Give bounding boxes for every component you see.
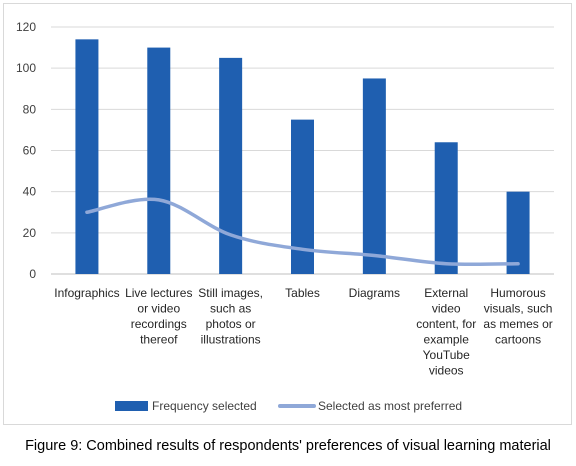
x-category-label: Tables xyxy=(285,286,320,300)
x-category-label: Live lectures or video recordings thereof xyxy=(125,286,192,347)
x-category-label: Still images, such as photos or illustratio… xyxy=(198,286,263,347)
x-category-label: Infographics xyxy=(54,286,119,300)
legend-label-most-preferred: Selected as most preferred xyxy=(318,399,462,413)
y-axis-ticks: 0 20 40 60 80 100 120 xyxy=(16,20,36,281)
bar xyxy=(434,142,458,274)
y-tick-label: 120 xyxy=(16,20,36,34)
bar xyxy=(147,47,171,275)
bar xyxy=(75,39,99,274)
y-tick-label: 20 xyxy=(23,226,37,240)
y-tick-label: 0 xyxy=(29,267,36,281)
y-tick-label: 80 xyxy=(23,102,37,116)
y-tick-label: 100 xyxy=(16,61,36,75)
figure-caption: Figure 9: Combined results of respondent… xyxy=(25,438,551,454)
x-category-label: External video content, for example YouTube v… xyxy=(416,286,476,378)
combo-chart: 0 20 40 60 80 100 120 Infographics Live lecture… xyxy=(16,20,554,413)
bar xyxy=(506,191,530,274)
bar xyxy=(219,57,243,274)
x-category-label: Diagrams xyxy=(349,286,400,300)
chart-frame: 0 20 40 60 80 100 120 Infographics Live lecture… xyxy=(3,3,572,425)
legend-swatch-frequency-selected xyxy=(115,401,148,411)
bars-frequency-selected xyxy=(75,39,530,275)
bar xyxy=(362,78,386,274)
y-tick-label: 60 xyxy=(23,144,37,158)
x-category-label: Humorous visuals, such as memes or cartoons xyxy=(483,286,552,347)
legend: Frequency selected Selected as most pref… xyxy=(115,399,462,413)
legend-label-frequency-selected: Frequency selected xyxy=(152,399,257,413)
y-tick-label: 40 xyxy=(23,185,37,199)
x-axis-category-labels: Infographics Live lectures or video recordi… xyxy=(54,286,553,378)
line-selected-as-most-preferred xyxy=(85,197,520,267)
bar xyxy=(291,119,314,274)
